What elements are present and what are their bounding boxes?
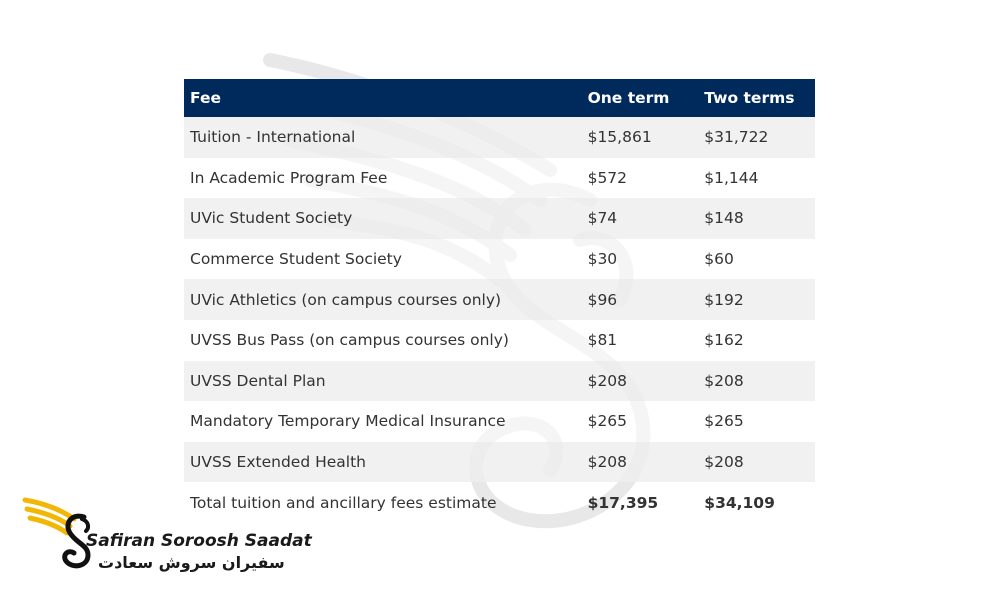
total-one-term: $17,395 bbox=[587, 493, 659, 512]
fee-name: In Academic Program Fee bbox=[184, 157, 582, 199]
fee-one-term: $74 bbox=[581, 198, 699, 239]
fee-two-terms: $265 bbox=[698, 401, 815, 442]
fee-one-term: $208 bbox=[581, 360, 699, 402]
fee-name: UVSS Bus Pass (on campus courses only) bbox=[184, 319, 582, 361]
fee-one-term: $81 bbox=[581, 319, 699, 361]
fee-one-term: $265 bbox=[581, 401, 699, 442]
logo-name-english: Safiran Soroosh Saadat bbox=[86, 531, 312, 551]
table-row: UVic Athletics (on campus courses only) … bbox=[184, 279, 815, 320]
total-row: Total tuition and ancillary fees estimat… bbox=[184, 482, 815, 523]
total-two-terms: $34,109 bbox=[704, 493, 775, 512]
total-label: Total tuition and ancillary fees estimat… bbox=[190, 493, 497, 512]
fee-one-term: $15,861 bbox=[581, 117, 699, 158]
fee-two-terms: $148 bbox=[698, 198, 815, 239]
fee-one-term: $208 bbox=[581, 441, 699, 483]
fee-name: UVic Student Society bbox=[184, 198, 582, 239]
fee-name: UVSS Extended Health bbox=[184, 441, 582, 483]
table-row: In Academic Program Fee $572 $1,144 bbox=[184, 157, 815, 199]
fee-one-term: $572 bbox=[581, 157, 699, 199]
fee-two-terms: $192 bbox=[698, 279, 815, 320]
table-row: Commerce Student Society $30 $60 bbox=[184, 238, 815, 280]
fee-one-term: $96 bbox=[581, 279, 699, 320]
winged-s-logo-icon bbox=[22, 497, 91, 569]
logo-name-persian: سفیران سروش سعادت bbox=[98, 553, 285, 572]
fee-name: UVSS Dental Plan bbox=[184, 360, 582, 402]
fee-two-terms: $208 bbox=[698, 441, 815, 483]
header-one-term: One term bbox=[581, 79, 699, 117]
fee-one-term: $30 bbox=[581, 238, 699, 280]
company-logo: Safiran Soroosh Saadat سفیران سروش سعادت bbox=[22, 495, 312, 575]
fee-two-terms: $208 bbox=[698, 360, 815, 402]
fee-two-terms: $1,144 bbox=[698, 157, 815, 199]
fee-two-terms: $31,722 bbox=[698, 117, 815, 158]
table-row: UVSS Extended Health $208 $208 bbox=[184, 441, 815, 483]
table-row: UVSS Dental Plan $208 $208 bbox=[184, 360, 815, 402]
header-two-terms: Two terms bbox=[698, 79, 815, 117]
header-fee: Fee bbox=[184, 79, 582, 117]
fee-two-terms: $162 bbox=[698, 319, 815, 361]
fee-name: Tuition - International bbox=[184, 117, 582, 158]
table-header-row: Fee One term Two terms bbox=[184, 79, 815, 117]
fees-table: Fee One term Two terms Tuition - Interna… bbox=[184, 79, 815, 523]
fee-two-terms: $60 bbox=[698, 238, 815, 280]
table-row: Tuition - International $15,861 $31,722 bbox=[184, 117, 815, 158]
fee-name: Mandatory Temporary Medical Insurance bbox=[184, 401, 582, 442]
fee-name: UVic Athletics (on campus courses only) bbox=[184, 279, 582, 320]
table-row: UVSS Bus Pass (on campus courses only) $… bbox=[184, 319, 815, 361]
table-row: UVic Student Society $74 $148 bbox=[184, 198, 815, 239]
fee-name: Commerce Student Society bbox=[184, 238, 582, 280]
table-row: Mandatory Temporary Medical Insurance $2… bbox=[184, 401, 815, 442]
